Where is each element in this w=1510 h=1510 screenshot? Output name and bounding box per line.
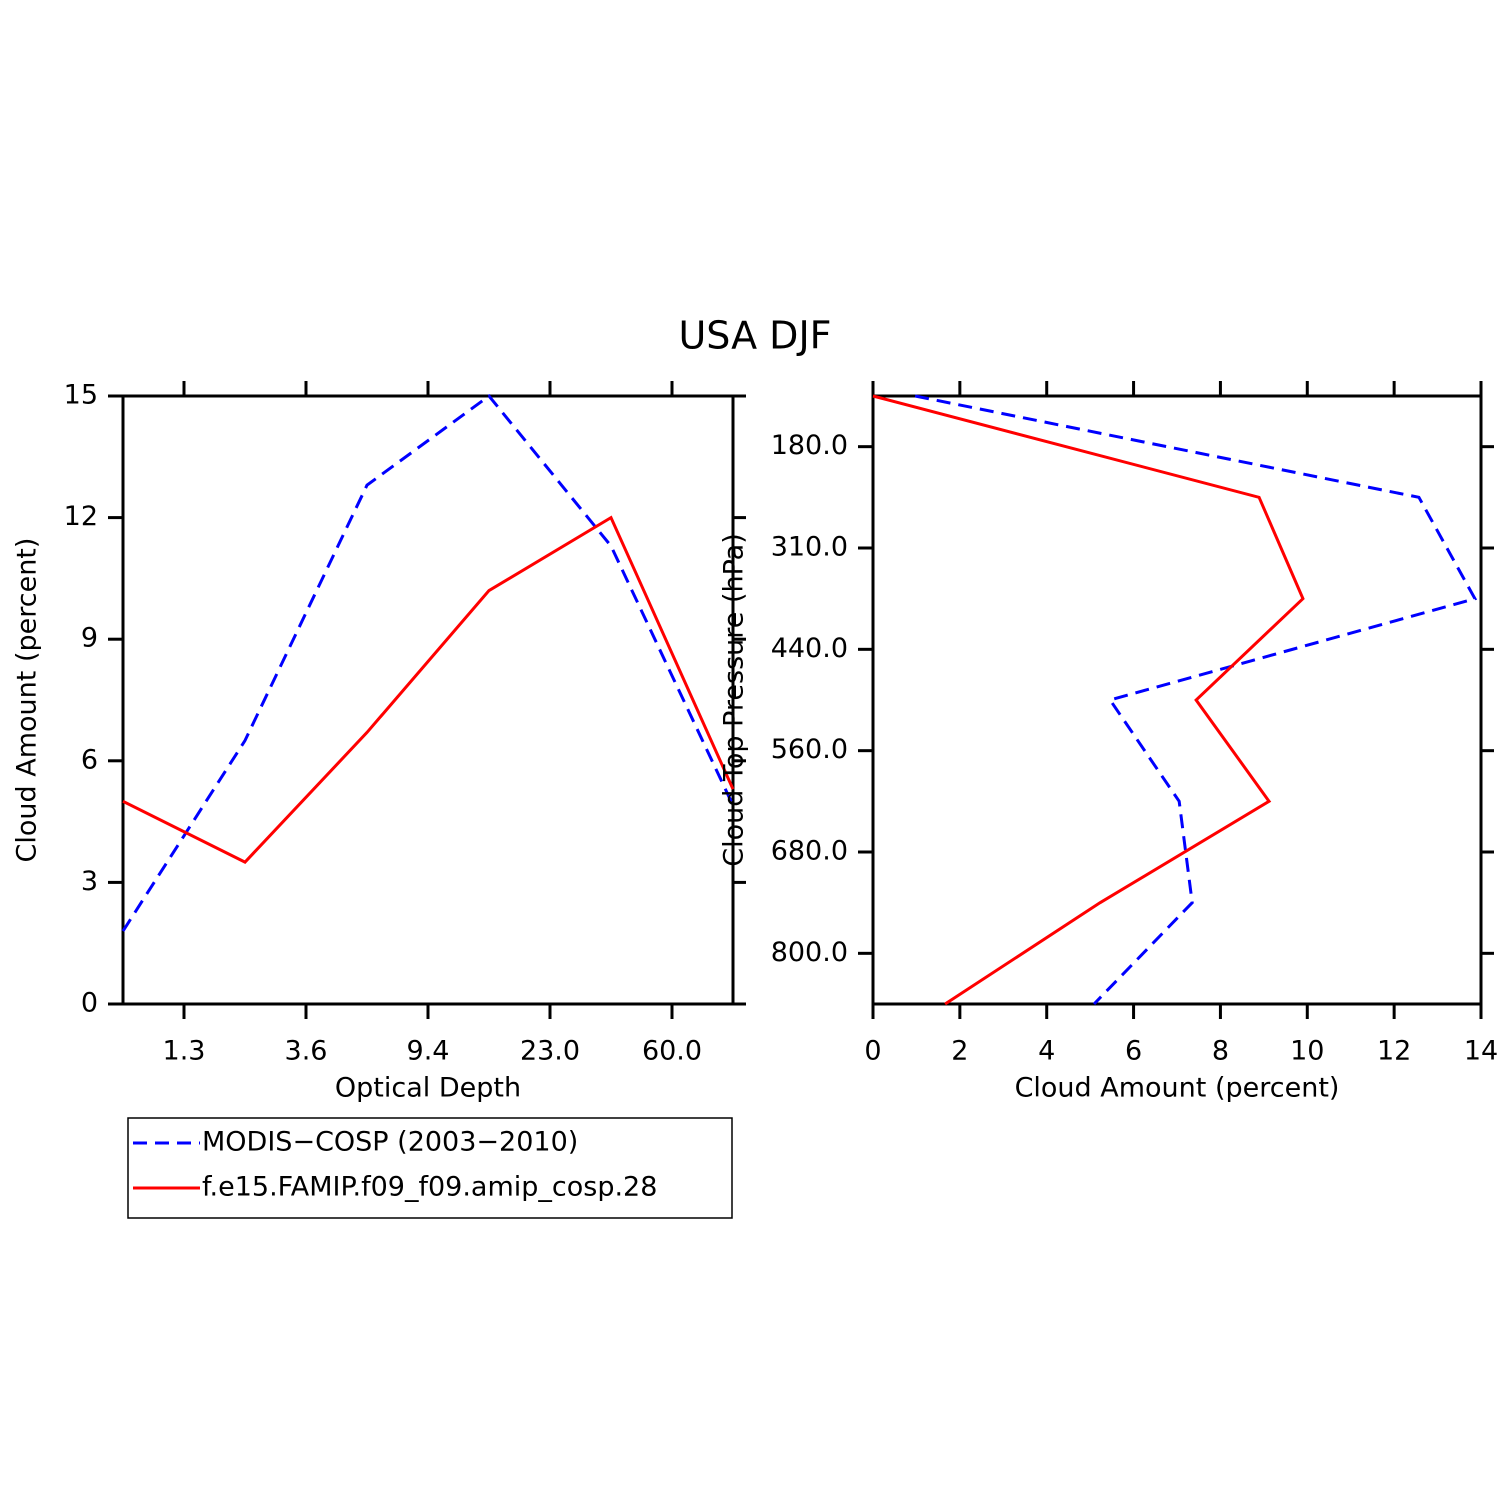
- legend-box: [127, 1117, 733, 1219]
- figure-title: USA DJF: [678, 314, 831, 358]
- y-tick-label: 3: [81, 866, 98, 897]
- y-tick-label: 0: [81, 988, 98, 1019]
- plot-frame: [121, 394, 735, 1006]
- y-tick-label: 440.0: [771, 633, 848, 664]
- y-tick-label: 800.0: [771, 937, 848, 968]
- y-tick-label: 9: [81, 623, 98, 654]
- x-tick-label: 0: [864, 1036, 881, 1067]
- legend-label: f.e15.FAMIP.f09_f09.amip_cosp.28: [202, 1172, 657, 1203]
- x-tick-label: 2: [951, 1036, 968, 1067]
- x-tick-label: 9.4: [407, 1036, 450, 1067]
- y-tick-label: 560.0: [771, 734, 848, 765]
- plot-frame: [871, 394, 1483, 1006]
- x-tick-label: 6: [1125, 1036, 1142, 1067]
- y-axis-label: Cloud Amount (percent): [12, 538, 43, 863]
- x-tick-label: 12: [1377, 1036, 1411, 1067]
- series-line: [122, 515, 735, 864]
- x-axis-label: Cloud Amount (percent): [1015, 1073, 1340, 1104]
- y-axis-label: Cloud Top Pressure (hPa): [719, 533, 750, 867]
- x-tick-label: 4: [1038, 1036, 1055, 1067]
- x-tick-label: 14: [1464, 1036, 1498, 1067]
- y-tick-label: 12: [64, 501, 98, 532]
- x-tick-label: 1.3: [163, 1036, 206, 1067]
- y-tick-label: 15: [64, 380, 98, 411]
- x-tick-label: 3.6: [285, 1036, 328, 1067]
- x-tick-label: 10: [1290, 1036, 1324, 1067]
- legend-label: MODIS−COSP (2003−2010): [202, 1127, 578, 1158]
- x-tick-label: 8: [1212, 1036, 1229, 1067]
- series-line: [121, 393, 735, 932]
- y-tick-label: 310.0: [771, 532, 848, 563]
- y-tick-label: 180.0: [771, 430, 848, 461]
- y-tick-label: 680.0: [771, 836, 848, 867]
- x-axis-label: Optical Depth: [335, 1073, 521, 1104]
- series-line: [872, 394, 1305, 1006]
- y-tick-label: 6: [81, 744, 98, 775]
- x-tick-label: 23.0: [520, 1036, 580, 1067]
- series-line: [914, 394, 1478, 1006]
- x-tick-label: 60.0: [642, 1036, 702, 1067]
